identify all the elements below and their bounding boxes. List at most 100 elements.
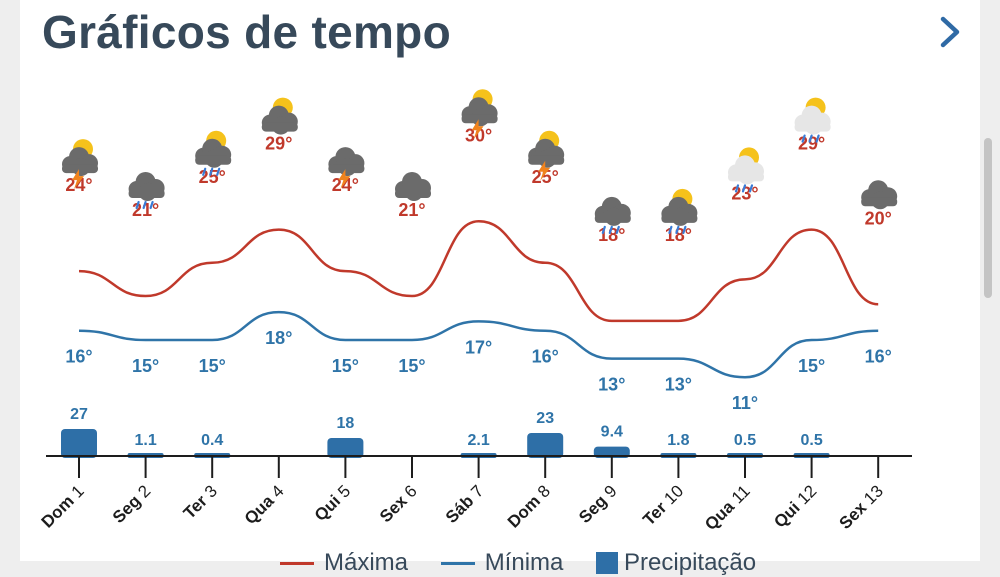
min-temp-label: 15° <box>398 356 425 376</box>
legend-min: Mínima <box>440 548 564 577</box>
precip-label: 1.1 <box>134 432 156 449</box>
cloud-shape <box>594 196 631 226</box>
min-temp-label: 15° <box>798 356 825 376</box>
rain-drop <box>202 167 207 176</box>
x-tick-label: Seg 9 <box>575 481 621 527</box>
max-temp-label: 29° <box>265 134 292 154</box>
sun-cloud-thunder-icon <box>461 89 498 140</box>
scrollbar[interactable] <box>984 138 992 298</box>
cloud-shape <box>328 147 365 177</box>
max-temp-label: 21° <box>398 200 425 220</box>
rain-drop <box>216 167 221 176</box>
sun-cloud-rain-light-icon <box>728 147 764 193</box>
cloud-rain-icon <box>594 196 631 234</box>
rain-drop <box>734 184 740 193</box>
rain-drop <box>668 225 673 234</box>
precip-label: 9.4 <box>601 424 623 441</box>
x-tick-label: Qua 4 <box>241 481 288 528</box>
rain-drop <box>142 200 147 210</box>
rain-drop <box>741 184 747 193</box>
weather-chart: 24°21°25°29°24°21°30°25°18° 18°23°29°20°1… <box>38 89 912 534</box>
precip-label: 18 <box>337 415 355 432</box>
rain-drop <box>615 225 620 234</box>
min-temp-label: 15° <box>332 356 359 376</box>
cloud-icon <box>861 180 898 210</box>
precip-label: 0.5 <box>800 432 822 449</box>
rain-drop <box>748 184 754 193</box>
legend-max: Máxima <box>280 549 408 577</box>
precip-bar <box>527 433 564 458</box>
cloud-shape <box>62 147 98 177</box>
rain-drop <box>601 225 606 234</box>
bolt-shape <box>538 160 551 181</box>
legend-max-swatch <box>280 561 314 565</box>
cloud-shape <box>528 138 565 168</box>
rain-drop <box>675 225 680 234</box>
x-tick-label: Sex 13 <box>835 481 887 533</box>
min-temp-line <box>78 310 879 379</box>
cloud-shape <box>861 180 898 210</box>
sun-cloud-thunder-icon <box>528 130 565 181</box>
precip-label: 0.4 <box>201 432 223 449</box>
bolt-shape <box>471 119 484 140</box>
precip-bar <box>327 438 364 458</box>
cloud-shape <box>794 105 831 135</box>
cloud-shape <box>461 97 498 127</box>
x-tick-label: Dom 1 <box>38 481 88 531</box>
precip-label: 1.8 <box>667 432 689 449</box>
max-temp-label: 20° <box>865 208 892 228</box>
rain-drop <box>209 167 214 176</box>
rain-drop <box>815 134 820 143</box>
sun-cloud-thunder-icon <box>62 139 98 190</box>
cloud-shape <box>128 172 165 201</box>
rain-drop <box>135 200 140 210</box>
x-tick-label: Sex 6 <box>376 481 421 526</box>
x-tick-label: Qui 5 <box>311 481 355 525</box>
precip-bar <box>61 429 97 458</box>
chart-legend: Máxima Mínima Precipitação <box>280 548 782 576</box>
rain-drop <box>608 225 613 234</box>
min-temp-label: 15° <box>132 356 159 376</box>
min-temp-label: 18° <box>265 328 292 348</box>
precip-label: 2.1 <box>467 432 489 449</box>
cloud-shape <box>395 172 431 201</box>
bolt-shape <box>338 169 351 190</box>
x-tick-label: Ter 3 <box>180 481 221 522</box>
legend-max-label: Máxima <box>324 548 409 576</box>
x-tick-label: Sáb 7 <box>442 481 488 527</box>
sun-cloud-rain-icon <box>661 188 698 234</box>
page-title: Gráficos de tempo <box>42 6 451 58</box>
bolt-shape <box>72 169 84 190</box>
legend-min-swatch <box>440 561 475 565</box>
cloud-icon <box>395 172 431 201</box>
rain-drop <box>682 225 687 234</box>
cloud-rain-icon <box>128 172 165 210</box>
weather-card <box>20 0 980 561</box>
precip-label: 27 <box>70 406 88 423</box>
chevron-right-icon[interactable] <box>934 12 966 52</box>
rain-drop <box>808 134 813 143</box>
x-tick-label: Seg 2 <box>109 481 155 527</box>
x-tick-label: Dom 8 <box>504 481 554 531</box>
sun-cloud-rain-icon <box>195 130 232 176</box>
min-temp-label: 16° <box>65 347 92 367</box>
rain-drop <box>801 134 806 143</box>
min-temp-label: 16° <box>865 347 892 367</box>
precip-label: 0.5 <box>734 432 756 449</box>
min-temp-label: 13° <box>598 375 625 395</box>
precip-label: 23 <box>536 410 554 427</box>
min-temp-label: 16° <box>532 347 559 367</box>
cloud-shape <box>661 196 698 226</box>
x-tick-label: Qua 11 <box>701 481 754 534</box>
min-temp-label: 13° <box>665 375 692 395</box>
cloud-shape <box>195 138 232 168</box>
x-tick-label: Ter 10 <box>639 481 687 529</box>
min-temp-label: 11° <box>732 393 758 413</box>
legend-min-label: Mínima <box>484 548 564 576</box>
sun-cloud-rain-light-icon <box>794 97 831 143</box>
x-tick-label: Qui 12 <box>770 481 820 531</box>
min-temp-label: 15° <box>199 356 226 376</box>
cloud-shape <box>261 105 298 135</box>
legend-precip-label: Precipitação <box>624 548 757 576</box>
cloud-thunder-icon <box>328 147 365 190</box>
